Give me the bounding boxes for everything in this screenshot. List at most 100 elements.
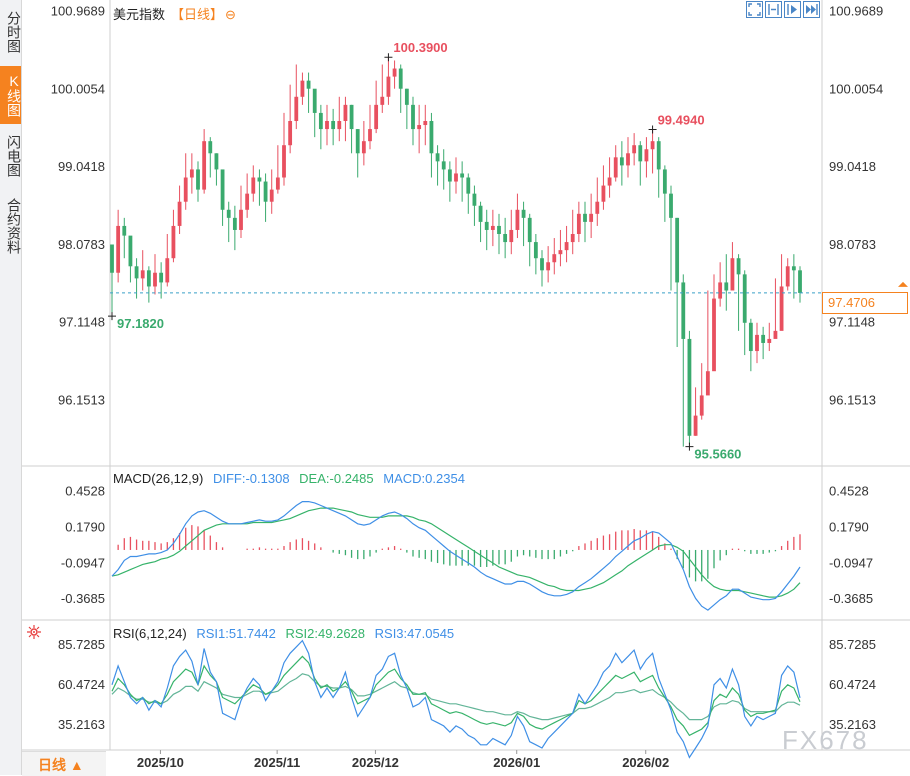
candle-body: [669, 193, 673, 218]
price-annotation: 97.1820: [117, 316, 164, 331]
candle-body: [478, 205, 483, 222]
y-tick-label: 100.9689: [51, 4, 105, 19]
x-tick-label: 2025/10: [137, 755, 184, 770]
candle-body: [214, 153, 219, 170]
candle-body: [742, 274, 747, 323]
y-tick-label: -0.0947: [829, 555, 873, 570]
y-tick-label: 96.1513: [829, 392, 876, 407]
period-button[interactable]: 日线 ▲: [38, 757, 84, 773]
play-icon[interactable]: [784, 1, 801, 18]
settings-icon[interactable]: [27, 625, 41, 644]
y-tick-label: 0.1790: [65, 520, 105, 535]
candle-body: [257, 177, 262, 182]
candle-body: [798, 270, 802, 293]
tab-time-sharing[interactable]: 分时图: [6, 11, 22, 53]
candle-body: [337, 121, 342, 130]
fit-icon[interactable]: [746, 1, 763, 18]
candle-body: [730, 258, 735, 291]
candle-body: [343, 104, 348, 121]
candle-body: [540, 258, 544, 271]
x-tick-label: 2025/11: [254, 755, 300, 770]
candle-body: [435, 153, 440, 162]
candle-body: [288, 121, 293, 146]
candle-body: [171, 225, 176, 259]
candle-body: [263, 181, 268, 202]
candle-body: [595, 201, 600, 214]
candle-body: [736, 258, 741, 275]
candle-body: [650, 141, 655, 150]
tab-contract-info[interactable]: 合约资料: [6, 198, 22, 254]
candle-body: [300, 80, 305, 97]
candle-body: [417, 125, 422, 130]
extreme-marker: [384, 53, 393, 62]
candle-body: [128, 235, 133, 267]
legend-dea: DEA:-0.2485: [299, 471, 374, 486]
rsi3-line: [111, 673, 801, 721]
zoom-out-icon[interactable]: ⊖: [225, 7, 236, 22]
candle-body: [527, 217, 532, 243]
y-tick-label: 85.7285: [829, 637, 876, 652]
candle-body: [662, 169, 667, 194]
macd-title: MACD(26,12,9): [113, 471, 204, 486]
forward-icon[interactable]: [803, 1, 820, 18]
candle-body: [404, 88, 409, 105]
candle-body: [398, 68, 403, 89]
candle-body: [558, 250, 563, 255]
range-icon[interactable]: [765, 1, 782, 18]
y-tick-label: 97.1148: [829, 315, 875, 330]
candle-body: [497, 225, 501, 234]
candle-body: [675, 217, 680, 283]
candle-body: [355, 129, 360, 154]
tab-kline[interactable]: K线图: [0, 66, 22, 124]
candle-body: [687, 338, 692, 436]
legend-rsi3: RSI3:47.0545: [374, 626, 455, 641]
legend-rsi2: RSI2:49.2628: [285, 626, 366, 641]
candle-body: [447, 169, 452, 182]
candle-body: [705, 371, 710, 396]
y-tick-label: 100.9689: [829, 4, 883, 19]
candle-body: [552, 254, 557, 263]
sidebar: 分时图 K线图 闪电图 合约资料: [0, 0, 22, 775]
candle-body: [601, 185, 606, 202]
candle-body: [454, 173, 458, 182]
candle-body: [472, 193, 477, 206]
y-tick-label: 60.4724: [829, 677, 876, 692]
candle-body: [239, 209, 243, 230]
candle-body: [177, 201, 182, 226]
last-price-marker: [898, 281, 908, 287]
candle-body: [779, 286, 784, 331]
candle-body: [423, 121, 428, 126]
candle-body: [607, 177, 612, 186]
y-tick-label: -0.3685: [829, 591, 873, 606]
candle-body: [564, 242, 569, 251]
watermark: FX678: [782, 725, 869, 755]
y-tick-label: 96.1513: [58, 392, 105, 407]
candle-body: [361, 141, 366, 154]
candle-body: [202, 141, 207, 190]
candle-body: [490, 225, 495, 230]
y-tick-label: 100.0054: [51, 81, 105, 96]
instrument-name: 美元指数: [113, 7, 166, 22]
candle-body: [712, 298, 716, 372]
macd-legend: MACD(26,12,9) DIFF:-0.1308 DEA:-0.2485 M…: [113, 471, 471, 486]
candle-body: [748, 322, 753, 352]
x-tick-label: 2026/01: [493, 755, 540, 770]
tab-flash-chart[interactable]: 闪电图: [6, 135, 22, 177]
y-tick-label: 99.0418: [58, 159, 105, 174]
candle-body: [134, 266, 139, 279]
candle-body: [583, 213, 587, 222]
candle-body: [785, 266, 790, 287]
candle-body: [411, 104, 415, 130]
candle-body: [159, 272, 164, 283]
extreme-marker: [685, 442, 694, 451]
candle-body: [282, 145, 286, 178]
candle-body: [699, 395, 704, 416]
candle-body: [521, 209, 526, 218]
candle-body: [632, 145, 637, 154]
y-tick-label: 98.0783: [58, 237, 105, 252]
candle-body: [773, 330, 778, 339]
candle-body: [546, 262, 551, 271]
candle-body: [656, 141, 661, 170]
candle-body: [294, 96, 299, 121]
candle-body: [724, 282, 729, 291]
